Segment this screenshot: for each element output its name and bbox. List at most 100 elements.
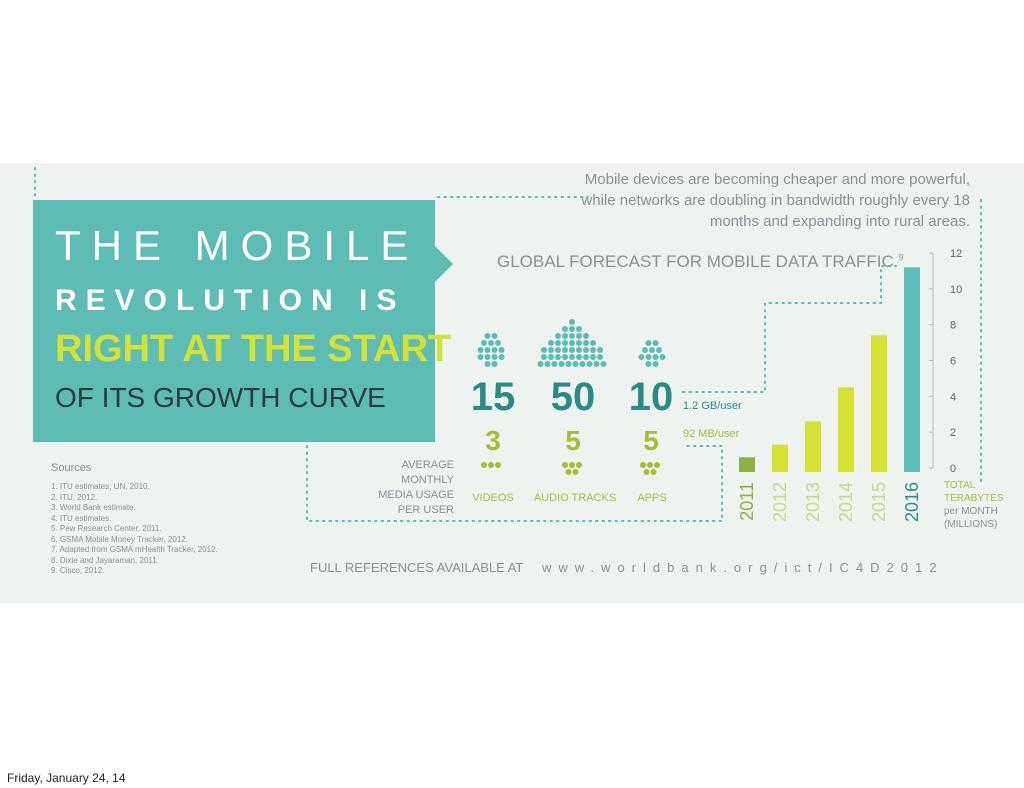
chart-title-reference: 9: [898, 252, 904, 263]
y-tick-label: 4: [950, 391, 956, 403]
x-tick-label: 2013: [803, 482, 823, 522]
dot: [590, 340, 596, 346]
dot: [576, 347, 582, 353]
source-item: 4. ITU estimates.: [51, 513, 112, 523]
x-tick-label: 2012: [770, 482, 790, 522]
dot: [491, 354, 498, 360]
dot: [590, 347, 596, 353]
banner-arrow: [435, 246, 453, 282]
dot: [555, 347, 561, 353]
dot: [572, 361, 579, 367]
source-item: 5. Pew Research Center, 2011.: [51, 524, 162, 533]
dot: [600, 361, 607, 367]
y-tick-label: 8: [950, 320, 956, 332]
dot-clusters: [477, 319, 666, 475]
x-tick-label: 2011: [737, 482, 757, 521]
category-label-audio: AUDIO TRACKS: [533, 492, 617, 504]
dot: [481, 462, 487, 468]
dot: [537, 361, 544, 367]
source-item: 9. Cisco, 2012.: [51, 566, 105, 575]
dot: [481, 340, 487, 346]
dot: [597, 354, 603, 360]
dot: [583, 347, 589, 353]
dot: [593, 361, 600, 367]
dot: [586, 361, 593, 367]
dot: [652, 361, 659, 367]
source-item: 7. Adapted from GSMA mHealth Tracker, 20…: [51, 545, 218, 554]
usage-label: AVERAGE MONTHLY MEDIA USAGE PER USER: [352, 458, 454, 518]
dot: [652, 340, 659, 346]
dot: [569, 319, 575, 325]
bar-chart: 0 2 4 6 8 10 12 2011 2012 2013 2014 2015 2016 TOTAL TE…: [737, 248, 1004, 530]
category-label-videos: VIDEOS: [472, 492, 514, 504]
dot: [562, 462, 568, 468]
dot: [647, 462, 653, 468]
dot: [576, 326, 582, 332]
source-item: 3. World Bank estimate.: [51, 503, 136, 512]
dot: [491, 333, 498, 339]
dot: [484, 361, 491, 367]
dot: [659, 354, 666, 360]
dot: [643, 469, 650, 475]
dot: [491, 361, 498, 367]
videos-2016-value: 15: [470, 375, 516, 419]
dot: [548, 354, 554, 360]
dot: [477, 347, 484, 353]
y-tick-label: 6: [950, 356, 956, 368]
apps-2011-dots: [640, 462, 660, 475]
audio-2016-dots: [537, 319, 607, 367]
dot: [555, 354, 561, 360]
chart-title-text: GLOBAL FORECAST FOR MOBILE DATA TRAFFIC: [497, 252, 894, 271]
x-tick-label: 2014: [836, 482, 856, 522]
bar-2014: [838, 387, 854, 472]
chart-title: GLOBAL FORECAST FOR MOBILE DATA TRAFFIC …: [497, 252, 904, 272]
dot: [484, 333, 491, 339]
sources-heading: Sources: [51, 462, 92, 474]
usage-label-line: AVERAGE MONTHLY: [401, 459, 454, 486]
rate-2011-label: 92 MB/user: [683, 428, 740, 440]
dot: [484, 347, 491, 353]
dot: [650, 469, 657, 475]
dot: [541, 347, 547, 353]
dot: [654, 462, 660, 468]
dot: [569, 340, 575, 346]
dot: [548, 340, 554, 346]
apps-2016-dots: [638, 340, 666, 367]
audio-2011-dots: [562, 462, 582, 475]
videos-2016-dots: [477, 333, 505, 367]
dot: [640, 462, 646, 468]
dot: [488, 462, 494, 468]
rate-2016-label: 1.2 GB/user: [683, 400, 742, 412]
bar-2011: [739, 457, 755, 472]
headline-line-3: RIGHT AT THE START: [55, 328, 452, 370]
references-label: FULL REFERENCES AVAILABLE AT: [310, 560, 524, 575]
source-item: 1. ITU estimates; UN, 2010.: [51, 482, 150, 491]
sources-list: 1. ITU estimates; UN, 2010. 2. ITU, 2012…: [51, 482, 218, 577]
dot: [579, 361, 586, 367]
dot: [583, 333, 589, 339]
dot: [652, 354, 659, 360]
usage-label-line: MEDIA USAGE: [378, 489, 454, 501]
dot: [495, 462, 501, 468]
dot: [555, 333, 561, 339]
dot: [498, 354, 505, 360]
dot: [558, 361, 565, 367]
dot: [555, 340, 561, 346]
dot: [569, 462, 575, 468]
y-tick-label: 12: [950, 248, 962, 260]
headline-line-2: REVOLUTION IS: [55, 284, 406, 317]
dot: [649, 347, 655, 353]
y-axis-label-line: TERABYTES: [944, 493, 1004, 504]
dot: [562, 347, 568, 353]
bar-2015: [871, 335, 887, 472]
bar-2013: [805, 421, 821, 472]
source-item: 2. ITU, 2012.: [51, 492, 98, 502]
x-tick-label: 2016: [902, 482, 922, 522]
dot: [565, 469, 572, 475]
dot: [645, 361, 652, 367]
dot: [491, 347, 498, 353]
y-axis-label-line: TOTAL: [944, 480, 976, 491]
dotted-connectors: [34, 167, 982, 522]
y-tick-label: 0: [950, 463, 956, 475]
dot: [576, 333, 582, 339]
